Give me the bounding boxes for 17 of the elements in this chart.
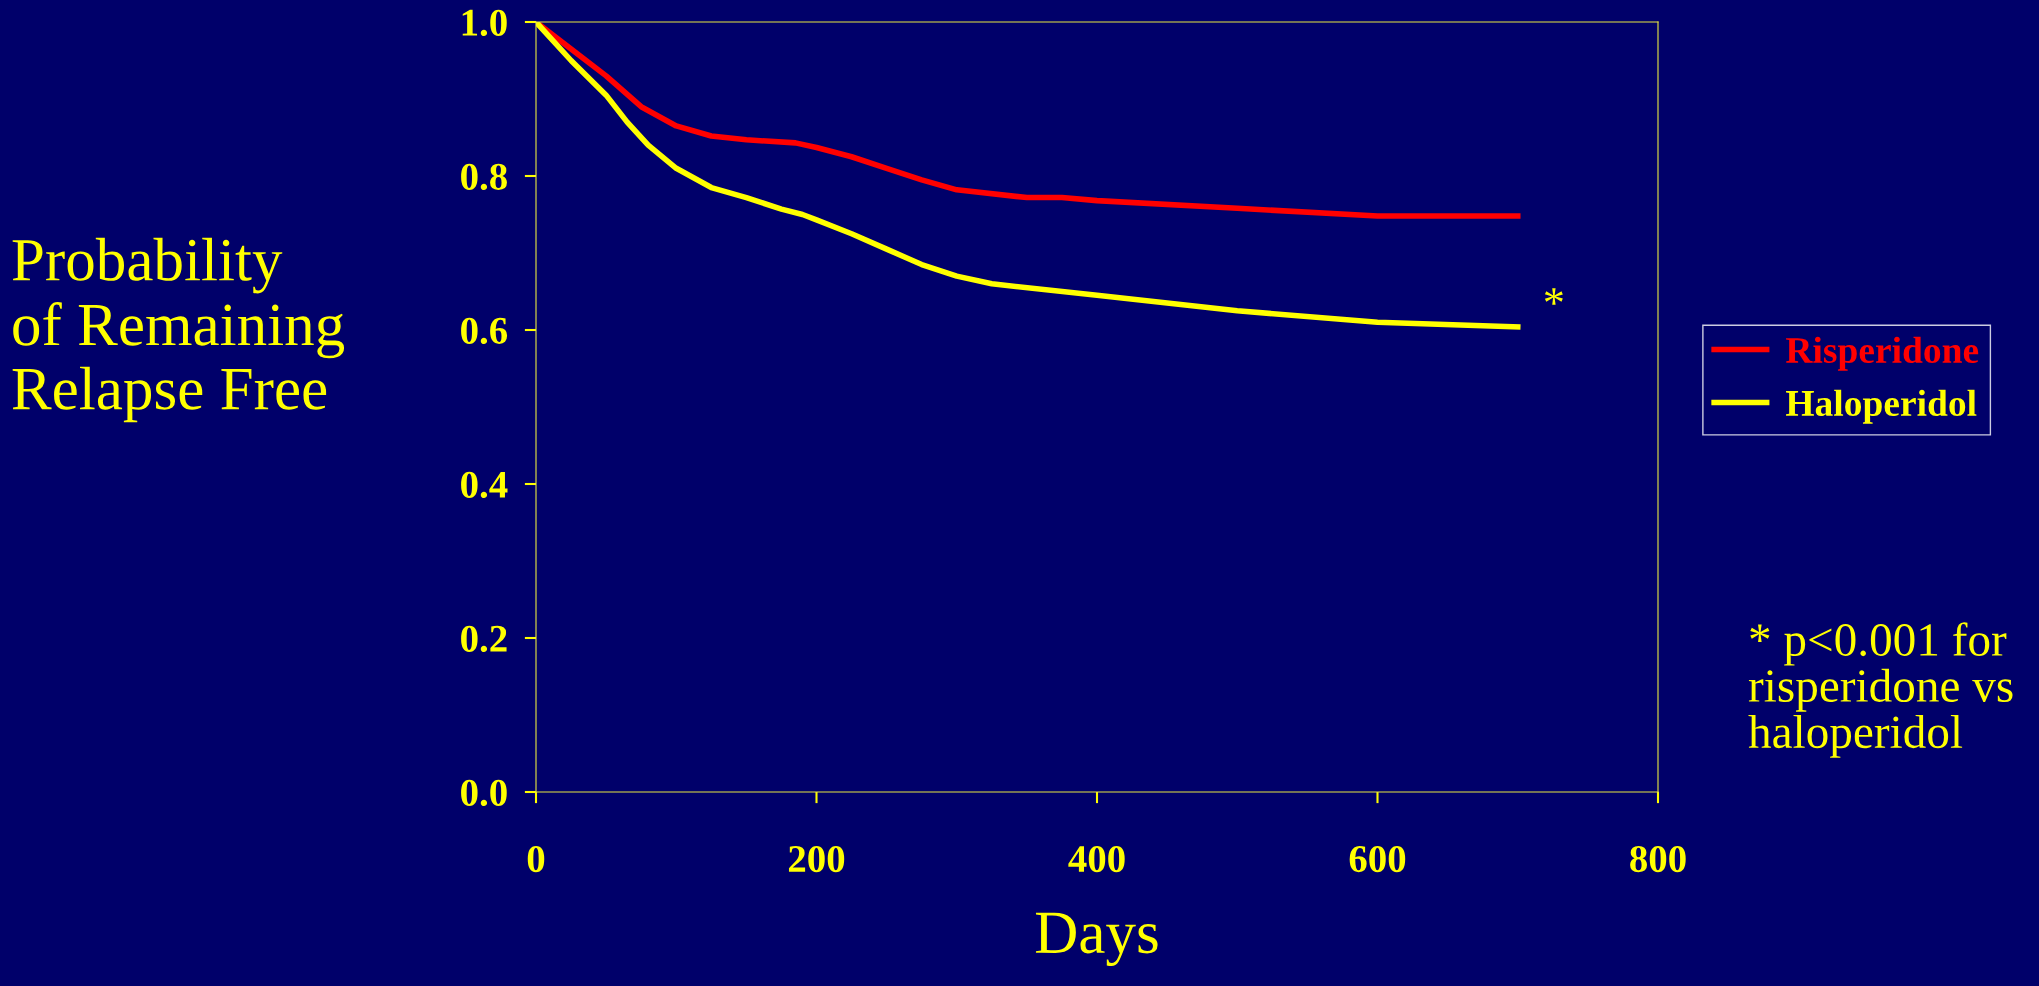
- x-tick-label: 0: [527, 845, 545, 873]
- annotation: *: [1544, 288, 1563, 305]
- text: * p<0.001 for risperidone vs haloperidol: [1748, 622, 2013, 758]
- legend-label: Risperidone: [1786, 336, 1979, 371]
- x-tick-label: 600: [1349, 845, 1406, 873]
- y-tick-label: 0.2: [461, 625, 507, 653]
- x-tick-label: 800: [1630, 845, 1686, 873]
- y-tick-label: 0.4: [461, 471, 508, 499]
- y-tick-label: 0.8: [461, 163, 507, 191]
- y-axis-title: Probability of Remaining Relapse Free: [12, 237, 345, 423]
- x-tick-label: 400: [1068, 845, 1125, 873]
- y-tick-label: 0.0: [461, 779, 507, 807]
- y-tick-label: 0.6: [461, 317, 508, 345]
- y-tick-label: 1.0: [462, 9, 507, 37]
- x-tick-label: 200: [788, 845, 845, 873]
- x-axis-title: Days: [1035, 912, 1158, 967]
- legend-label: Haloperidol: [1786, 389, 1977, 424]
